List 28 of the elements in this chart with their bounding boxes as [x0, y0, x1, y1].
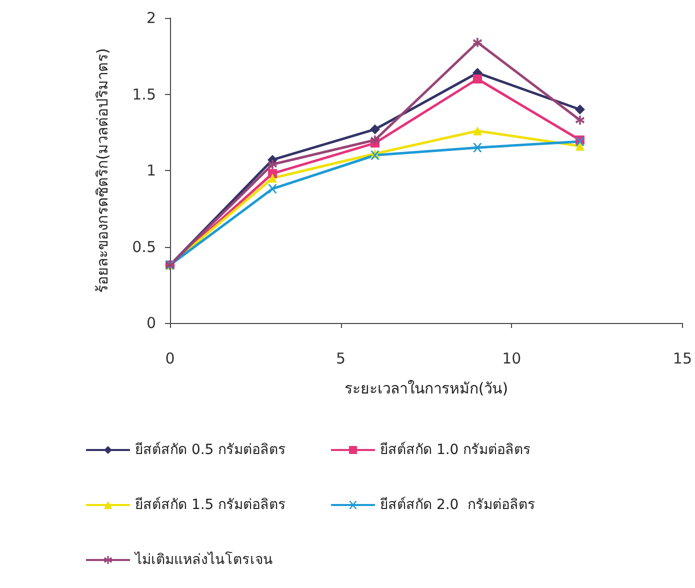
x-tick-label: 0: [165, 350, 175, 368]
legend-label: ยีสต์สกัด 0.5 กรัมต่อลิตร: [135, 441, 286, 458]
y-tick-label: 0: [146, 314, 156, 332]
x-tick-label: 10: [502, 350, 522, 368]
point: [268, 160, 277, 169]
point: [575, 116, 584, 125]
y-tick-label: 1: [146, 162, 156, 180]
point: [575, 142, 584, 151]
y-tick-label: 2: [146, 9, 156, 27]
x-axis-title: ระยะเวลาในการหมัก(วัน): [344, 380, 508, 398]
legend-label: ยีสต์สกัด 1.0 กรัมต่อลิตร: [380, 441, 532, 458]
x-tick-label: 5: [336, 350, 346, 368]
point: [472, 38, 482, 47]
point: [472, 143, 482, 152]
point: [370, 136, 380, 144]
legend-label: ไม่เติมแหล่งไนโตรเจน: [134, 551, 273, 568]
point: [370, 124, 380, 134]
y-axis-title: ร้อยละของกรดซิตริก(มวลต่อปริมาตร): [94, 48, 112, 293]
point: [574, 104, 585, 114]
y-tick-label: 1.5: [132, 85, 156, 104]
x-tick-label: 15: [672, 350, 692, 368]
point: [472, 74, 482, 84]
point: [268, 184, 277, 194]
point: [472, 126, 482, 136]
legend-label: ยีสต์สกัด 2.0 กรัมต่อลิตร: [380, 496, 536, 513]
y-tick-label: 0.5: [132, 238, 156, 256]
point: [268, 174, 277, 183]
legend-label: ยีสต์สกัด 1.5 กรัมต่อลิตร: [135, 496, 286, 513]
